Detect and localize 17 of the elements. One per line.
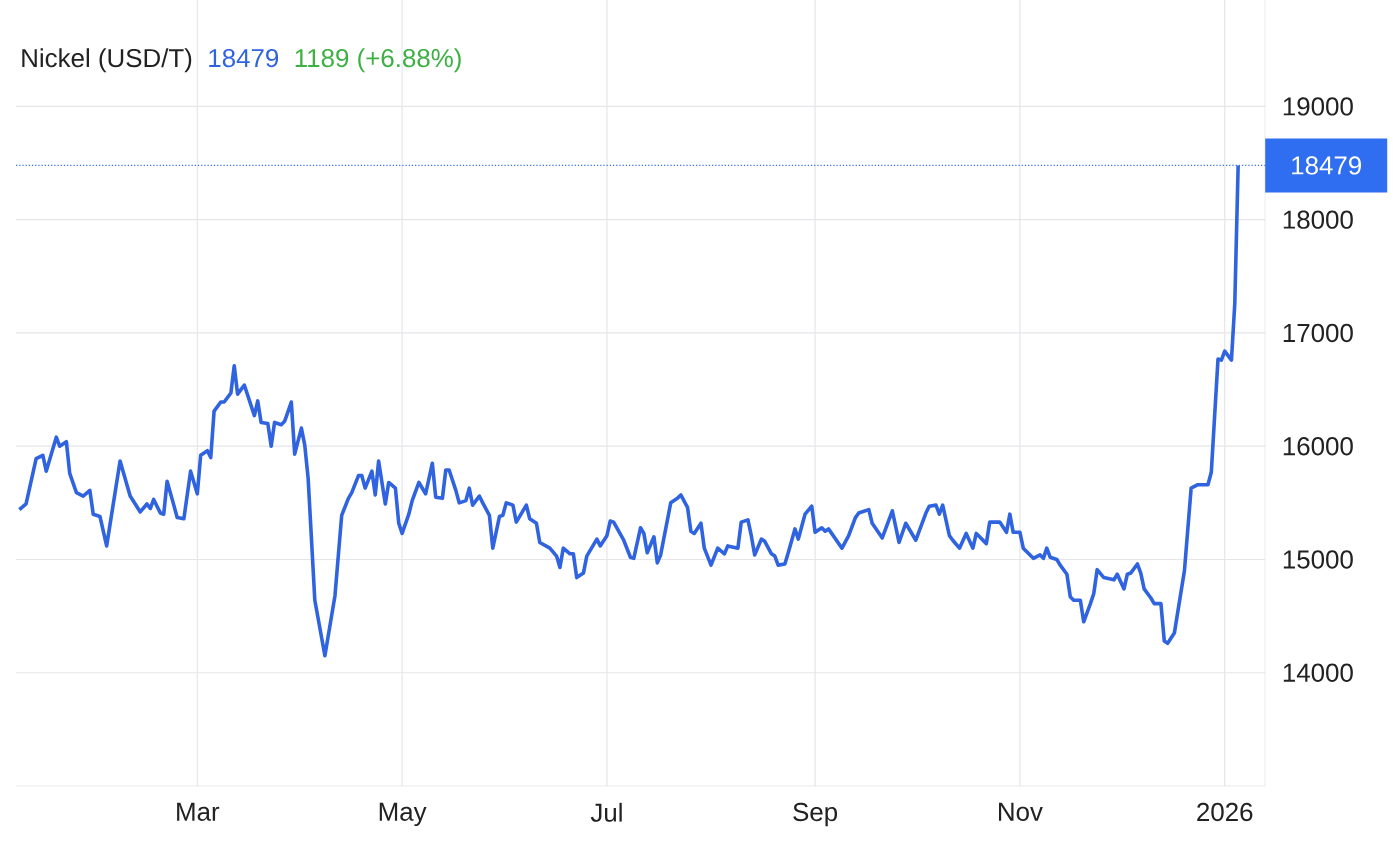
y-tick-label: 19000 — [1283, 97, 1353, 116]
x-tick-label: 2026 — [1197, 802, 1253, 822]
y-tick-label: 17000 — [1283, 323, 1353, 343]
x-tick-label: Nov — [999, 802, 1043, 821]
y-tick-label: 15000 — [1283, 550, 1353, 569]
line-series — [17, 163, 1240, 658]
text: Nickel (USD/T) — [22, 48, 192, 73]
x-tick-label: Jul — [590, 802, 622, 822]
annotation: 18479 — [209, 48, 279, 68]
x-tick-label: Sep — [793, 802, 838, 827]
annotation: 1189 (+6.88%) — [295, 48, 461, 73]
y-tick-label: 18000 — [1283, 210, 1353, 229]
ref-line-label: 18479 — [1292, 156, 1361, 175]
y-tick-label: 16000 — [1283, 437, 1353, 456]
x-tick-label: Mar — [177, 802, 220, 821]
y-tick-label: 14000 — [1283, 663, 1353, 682]
x-tick-label: May — [379, 802, 427, 827]
